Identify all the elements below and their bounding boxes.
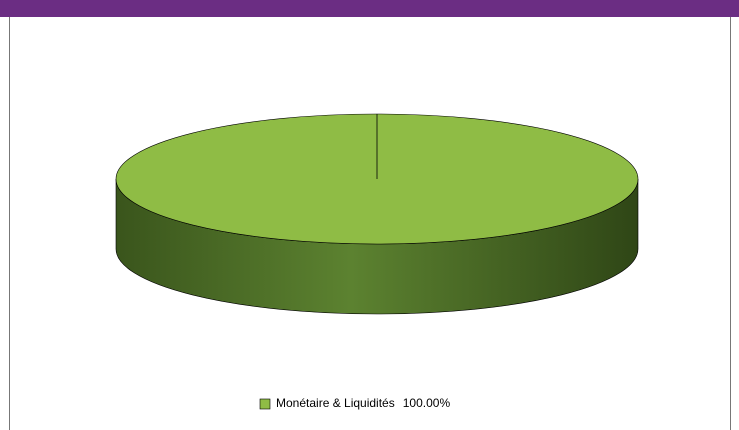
legend-value: 100.00%: [403, 396, 451, 410]
header-bar: [0, 0, 739, 17]
legend-swatch: [259, 398, 271, 410]
legend-label: Monétaire & Liquidités: [276, 396, 395, 410]
